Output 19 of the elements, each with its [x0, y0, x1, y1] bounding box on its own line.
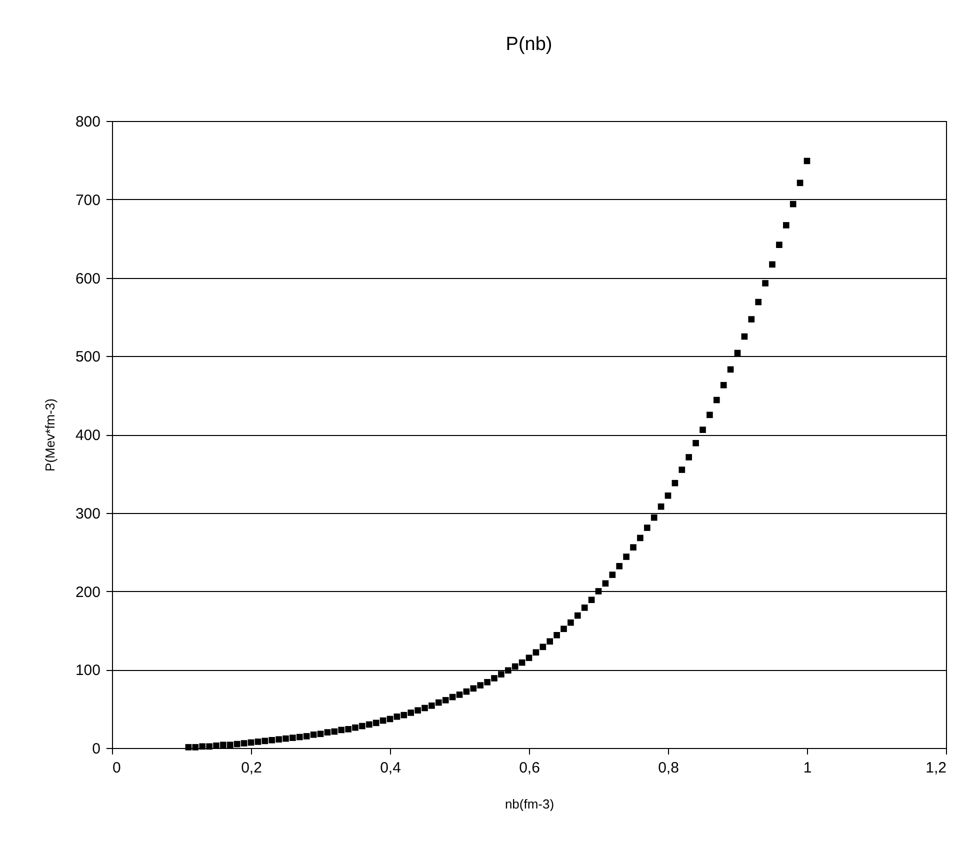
x-tick-label: 0,6 — [519, 760, 540, 776]
y-tick-label: 200 — [75, 584, 100, 601]
x-tick-label: 1 — [803, 760, 812, 776]
y-tick-label: 800 — [75, 114, 100, 130]
y-tick-label: 500 — [75, 348, 100, 366]
x-tick-label: 0,8 — [658, 760, 679, 776]
x-axis-title: nb(fm-3) — [504, 796, 554, 812]
x-tick-label: 0 — [112, 760, 121, 776]
y-tick-label: 600 — [75, 270, 100, 288]
y-tick-label: 100 — [75, 662, 100, 680]
y-tick-label: 400 — [75, 427, 100, 444]
x-tick-label: 1,2 — [926, 760, 946, 776]
y-tick-label: 700 — [75, 192, 100, 209]
y-tick-label: 0 — [92, 740, 100, 758]
y-axis-title: P(Mev*fm-3) — [42, 398, 58, 472]
y-tick-label: 300 — [75, 505, 100, 522]
chart-title: P(nb) — [506, 34, 552, 55]
x-tick-label: 0,2 — [241, 760, 262, 776]
x-tick-label: 0,4 — [380, 760, 401, 776]
